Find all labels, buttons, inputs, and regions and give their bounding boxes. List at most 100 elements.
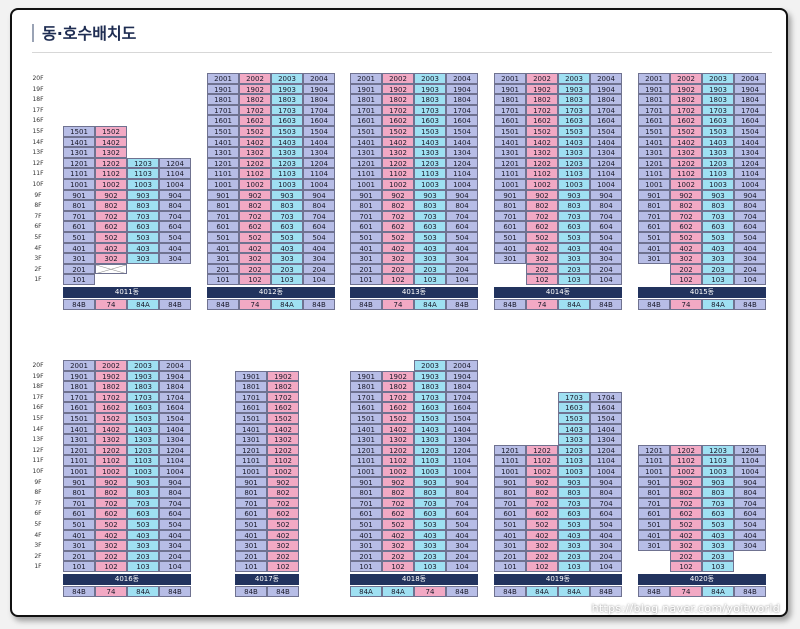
- unit-cell[interactable]: 501: [207, 232, 239, 243]
- unit-cell[interactable]: 1604: [159, 402, 191, 413]
- unit-cell[interactable]: 1603: [414, 402, 446, 413]
- unit-cell[interactable]: 204: [734, 263, 766, 275]
- unit-cell[interactable]: 704: [159, 210, 191, 222]
- unit-cell[interactable]: 301: [638, 540, 670, 551]
- unit-cell[interactable]: 1903: [558, 83, 590, 95]
- unit-cell[interactable]: 1401: [63, 423, 95, 435]
- unit-cell[interactable]: 1902: [239, 83, 271, 95]
- unit-cell[interactable]: 1202: [239, 157, 271, 169]
- unit-cell[interactable]: 1003: [558, 179, 590, 190]
- unit-cell[interactable]: 1601: [350, 115, 382, 126]
- unit-cell[interactable]: 1001: [494, 466, 526, 477]
- unit-cell[interactable]: 403: [127, 529, 159, 541]
- unit-cell[interactable]: 1602: [382, 115, 414, 126]
- unit-cell[interactable]: 1003: [702, 179, 734, 190]
- unit-cell[interactable]: 504: [590, 232, 622, 243]
- unit-cell[interactable]: 2001: [350, 73, 382, 84]
- unit-cell[interactable]: 703: [271, 210, 303, 222]
- unit-cell[interactable]: 1003: [127, 466, 159, 477]
- unit-cell[interactable]: 1002: [526, 179, 558, 190]
- unit-cell[interactable]: 1101: [235, 455, 267, 466]
- unit-cell[interactable]: 1301: [63, 434, 95, 445]
- unit-cell[interactable]: 1503: [558, 126, 590, 137]
- unit-cell[interactable]: 404: [446, 529, 478, 541]
- unit-cell[interactable]: 1803: [702, 94, 734, 105]
- unit-cell[interactable]: 1903: [414, 83, 446, 95]
- unit-cell[interactable]: 1803: [271, 94, 303, 105]
- unit-cell[interactable]: 1803: [558, 94, 590, 105]
- unit-cell[interactable]: 1403: [271, 136, 303, 148]
- unit-cell[interactable]: 101: [350, 561, 382, 572]
- unit-cell[interactable]: 1403: [558, 423, 590, 435]
- unit-cell[interactable]: 504: [159, 519, 191, 530]
- unit-cell[interactable]: 1204: [446, 444, 478, 456]
- unit-cell[interactable]: 703: [127, 497, 159, 509]
- unit-cell[interactable]: 1104: [590, 168, 622, 179]
- unit-cell[interactable]: 802: [382, 200, 414, 211]
- unit-cell[interactable]: 1902: [95, 370, 127, 382]
- unit-cell[interactable]: 302: [670, 540, 702, 551]
- unit-cell[interactable]: 1503: [702, 126, 734, 137]
- unit-cell[interactable]: 102: [95, 561, 127, 572]
- unit-cell[interactable]: 602: [95, 508, 127, 519]
- unit-cell[interactable]: 502: [526, 519, 558, 530]
- unit-cell[interactable]: 304: [159, 253, 191, 264]
- unit-cell[interactable]: 1402: [239, 136, 271, 148]
- unit-cell[interactable]: 402: [526, 529, 558, 541]
- unit-cell[interactable]: 701: [207, 210, 239, 222]
- unit-cell[interactable]: 102: [267, 561, 299, 572]
- unit-cell[interactable]: 804: [734, 487, 766, 498]
- unit-cell[interactable]: 1203: [702, 157, 734, 169]
- unit-cell[interactable]: 1103: [702, 168, 734, 179]
- unit-cell[interactable]: 1703: [558, 104, 590, 116]
- unit-cell[interactable]: 1204: [590, 444, 622, 456]
- unit-cell[interactable]: 901: [63, 189, 95, 201]
- unit-cell[interactable]: 903: [127, 189, 159, 201]
- unit-cell[interactable]: 1202: [382, 444, 414, 456]
- unit-cell[interactable]: 902: [670, 189, 702, 201]
- unit-cell[interactable]: 1603: [271, 115, 303, 126]
- unit-cell[interactable]: 201: [350, 550, 382, 562]
- unit-cell[interactable]: 1302: [526, 147, 558, 158]
- unit-cell[interactable]: 1302: [267, 434, 299, 445]
- unit-cell[interactable]: 802: [526, 487, 558, 498]
- unit-cell[interactable]: 1202: [670, 444, 702, 456]
- unit-cell[interactable]: 603: [127, 221, 159, 232]
- unit-cell[interactable]: 403: [558, 242, 590, 254]
- unit-cell[interactable]: 203: [271, 263, 303, 275]
- unit-cell[interactable]: 1102: [670, 168, 702, 179]
- unit-cell[interactable]: 1201: [638, 157, 670, 169]
- unit-cell[interactable]: 604: [734, 221, 766, 232]
- unit-cell[interactable]: 1201: [638, 444, 670, 456]
- unit-cell[interactable]: 903: [558, 476, 590, 488]
- unit-cell[interactable]: 1502: [267, 413, 299, 424]
- unit-cell[interactable]: 1004: [159, 179, 191, 190]
- unit-cell[interactable]: 803: [558, 487, 590, 498]
- unit-cell[interactable]: 804: [159, 200, 191, 211]
- unit-cell[interactable]: 104: [303, 274, 335, 285]
- unit-cell[interactable]: 801: [638, 200, 670, 211]
- unit-cell[interactable]: 2001: [494, 73, 526, 84]
- unit-cell-empty[interactable]: [95, 263, 127, 275]
- unit-cell[interactable]: 702: [526, 210, 558, 222]
- unit-cell[interactable]: 1304: [590, 434, 622, 445]
- unit-cell[interactable]: 1101: [638, 168, 670, 179]
- unit-cell[interactable]: 104: [446, 274, 478, 285]
- unit-cell[interactable]: 1003: [127, 179, 159, 190]
- unit-cell[interactable]: 1504: [446, 126, 478, 137]
- unit-cell[interactable]: 1202: [95, 157, 127, 169]
- unit-cell[interactable]: 1802: [95, 381, 127, 392]
- unit-cell[interactable]: 801: [494, 487, 526, 498]
- unit-cell[interactable]: 1101: [207, 168, 239, 179]
- unit-cell[interactable]: 701: [350, 497, 382, 509]
- unit-cell[interactable]: 703: [127, 210, 159, 222]
- unit-cell[interactable]: 504: [590, 519, 622, 530]
- unit-cell[interactable]: 603: [127, 508, 159, 519]
- unit-cell[interactable]: 2003: [127, 360, 159, 371]
- unit-cell[interactable]: 1802: [526, 94, 558, 105]
- unit-cell[interactable]: 604: [303, 221, 335, 232]
- unit-cell[interactable]: 402: [382, 529, 414, 541]
- unit-cell[interactable]: 604: [446, 221, 478, 232]
- unit-cell[interactable]: 101: [63, 274, 95, 285]
- unit-cell[interactable]: 304: [303, 253, 335, 264]
